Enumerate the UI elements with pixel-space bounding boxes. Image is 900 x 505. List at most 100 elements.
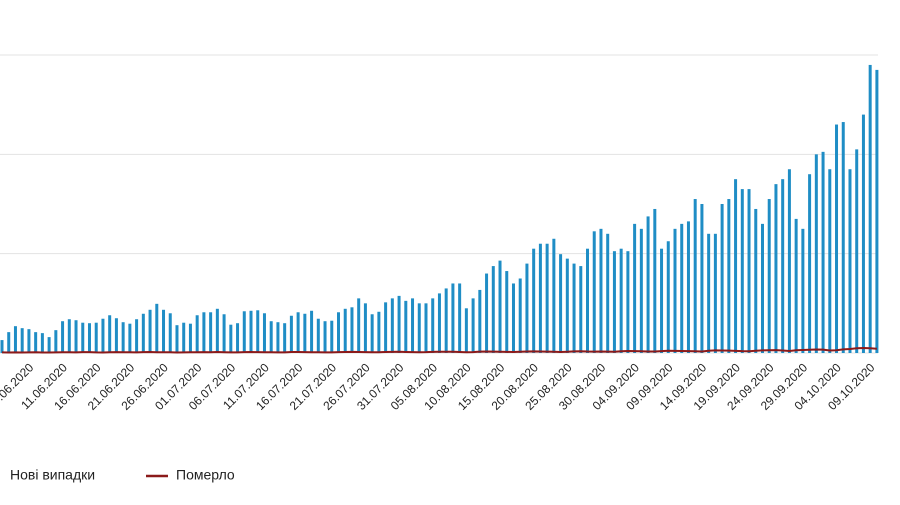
bar xyxy=(135,319,139,353)
bar xyxy=(310,310,314,353)
bar xyxy=(424,303,428,353)
bar xyxy=(34,332,38,353)
bar xyxy=(363,303,367,353)
bar xyxy=(114,318,118,353)
bar xyxy=(40,333,44,353)
bar xyxy=(740,189,744,353)
bar xyxy=(794,218,798,353)
bar xyxy=(633,223,637,353)
bar xyxy=(370,314,374,353)
bar xyxy=(619,248,623,353)
bar xyxy=(437,293,441,353)
bar xyxy=(572,263,576,353)
bar xyxy=(855,149,859,353)
bar xyxy=(808,174,812,353)
bar xyxy=(209,312,213,353)
bar xyxy=(162,309,166,353)
bar xyxy=(155,303,159,353)
bar xyxy=(202,312,206,353)
bar xyxy=(417,303,421,353)
bar xyxy=(404,300,408,353)
bar xyxy=(875,69,879,354)
bar xyxy=(579,266,583,353)
bar xyxy=(108,315,112,353)
bar xyxy=(188,323,192,353)
bar xyxy=(101,318,105,353)
bar xyxy=(861,114,865,353)
bar xyxy=(276,322,280,353)
bar xyxy=(552,238,556,353)
bar xyxy=(626,251,630,353)
bar xyxy=(666,241,670,353)
bar xyxy=(343,308,347,353)
bar xyxy=(222,314,226,353)
bar xyxy=(787,169,791,353)
bar xyxy=(760,223,764,353)
bar xyxy=(693,199,697,353)
bar xyxy=(74,320,78,353)
bar xyxy=(397,295,401,353)
bar xyxy=(215,308,219,353)
bar xyxy=(289,315,293,353)
bar xyxy=(532,248,536,353)
bar xyxy=(686,221,690,353)
bar xyxy=(505,271,509,353)
bar xyxy=(727,199,731,353)
bar xyxy=(801,228,805,353)
bar xyxy=(121,322,125,353)
bar xyxy=(491,266,495,353)
bar xyxy=(384,302,388,353)
bar xyxy=(7,332,11,353)
legend-label: Померло xyxy=(176,467,235,483)
bar xyxy=(54,330,58,353)
bar xyxy=(47,337,51,353)
bar xyxy=(774,184,778,353)
bar xyxy=(545,243,549,353)
bar xyxy=(841,122,845,353)
bar xyxy=(148,309,152,353)
bar xyxy=(303,313,307,353)
legend-label: Нові випадки xyxy=(10,467,95,483)
bar xyxy=(444,288,448,353)
bar xyxy=(538,243,542,353)
bar xyxy=(262,313,266,353)
bar xyxy=(707,233,711,353)
bar xyxy=(680,223,684,353)
bar xyxy=(316,318,320,353)
death-line xyxy=(1,347,877,354)
bar xyxy=(283,323,287,353)
bar xyxy=(168,313,172,353)
bar xyxy=(13,326,17,353)
bar xyxy=(390,298,394,353)
bar xyxy=(592,231,596,353)
bar xyxy=(868,64,872,353)
bar xyxy=(498,260,502,353)
bar xyxy=(296,312,300,353)
bar xyxy=(87,323,91,353)
bar xyxy=(747,189,751,353)
bar xyxy=(229,324,233,353)
bar xyxy=(175,325,179,353)
bar xyxy=(350,307,354,353)
bar xyxy=(767,199,771,353)
bar xyxy=(27,329,31,353)
bar xyxy=(128,323,132,353)
bar xyxy=(754,208,758,353)
bar xyxy=(269,321,273,353)
bar xyxy=(848,169,852,353)
bar xyxy=(646,216,650,353)
bar xyxy=(720,204,724,353)
bar xyxy=(323,321,327,353)
bar xyxy=(67,319,71,353)
bar xyxy=(377,311,381,353)
bar xyxy=(20,328,24,353)
bar xyxy=(713,233,717,353)
bar xyxy=(182,322,186,353)
bar xyxy=(612,251,616,353)
bar xyxy=(330,320,334,353)
bar xyxy=(673,228,677,353)
bar xyxy=(814,154,818,353)
bar xyxy=(559,254,563,353)
bar xyxy=(464,308,468,353)
bar xyxy=(94,322,98,353)
